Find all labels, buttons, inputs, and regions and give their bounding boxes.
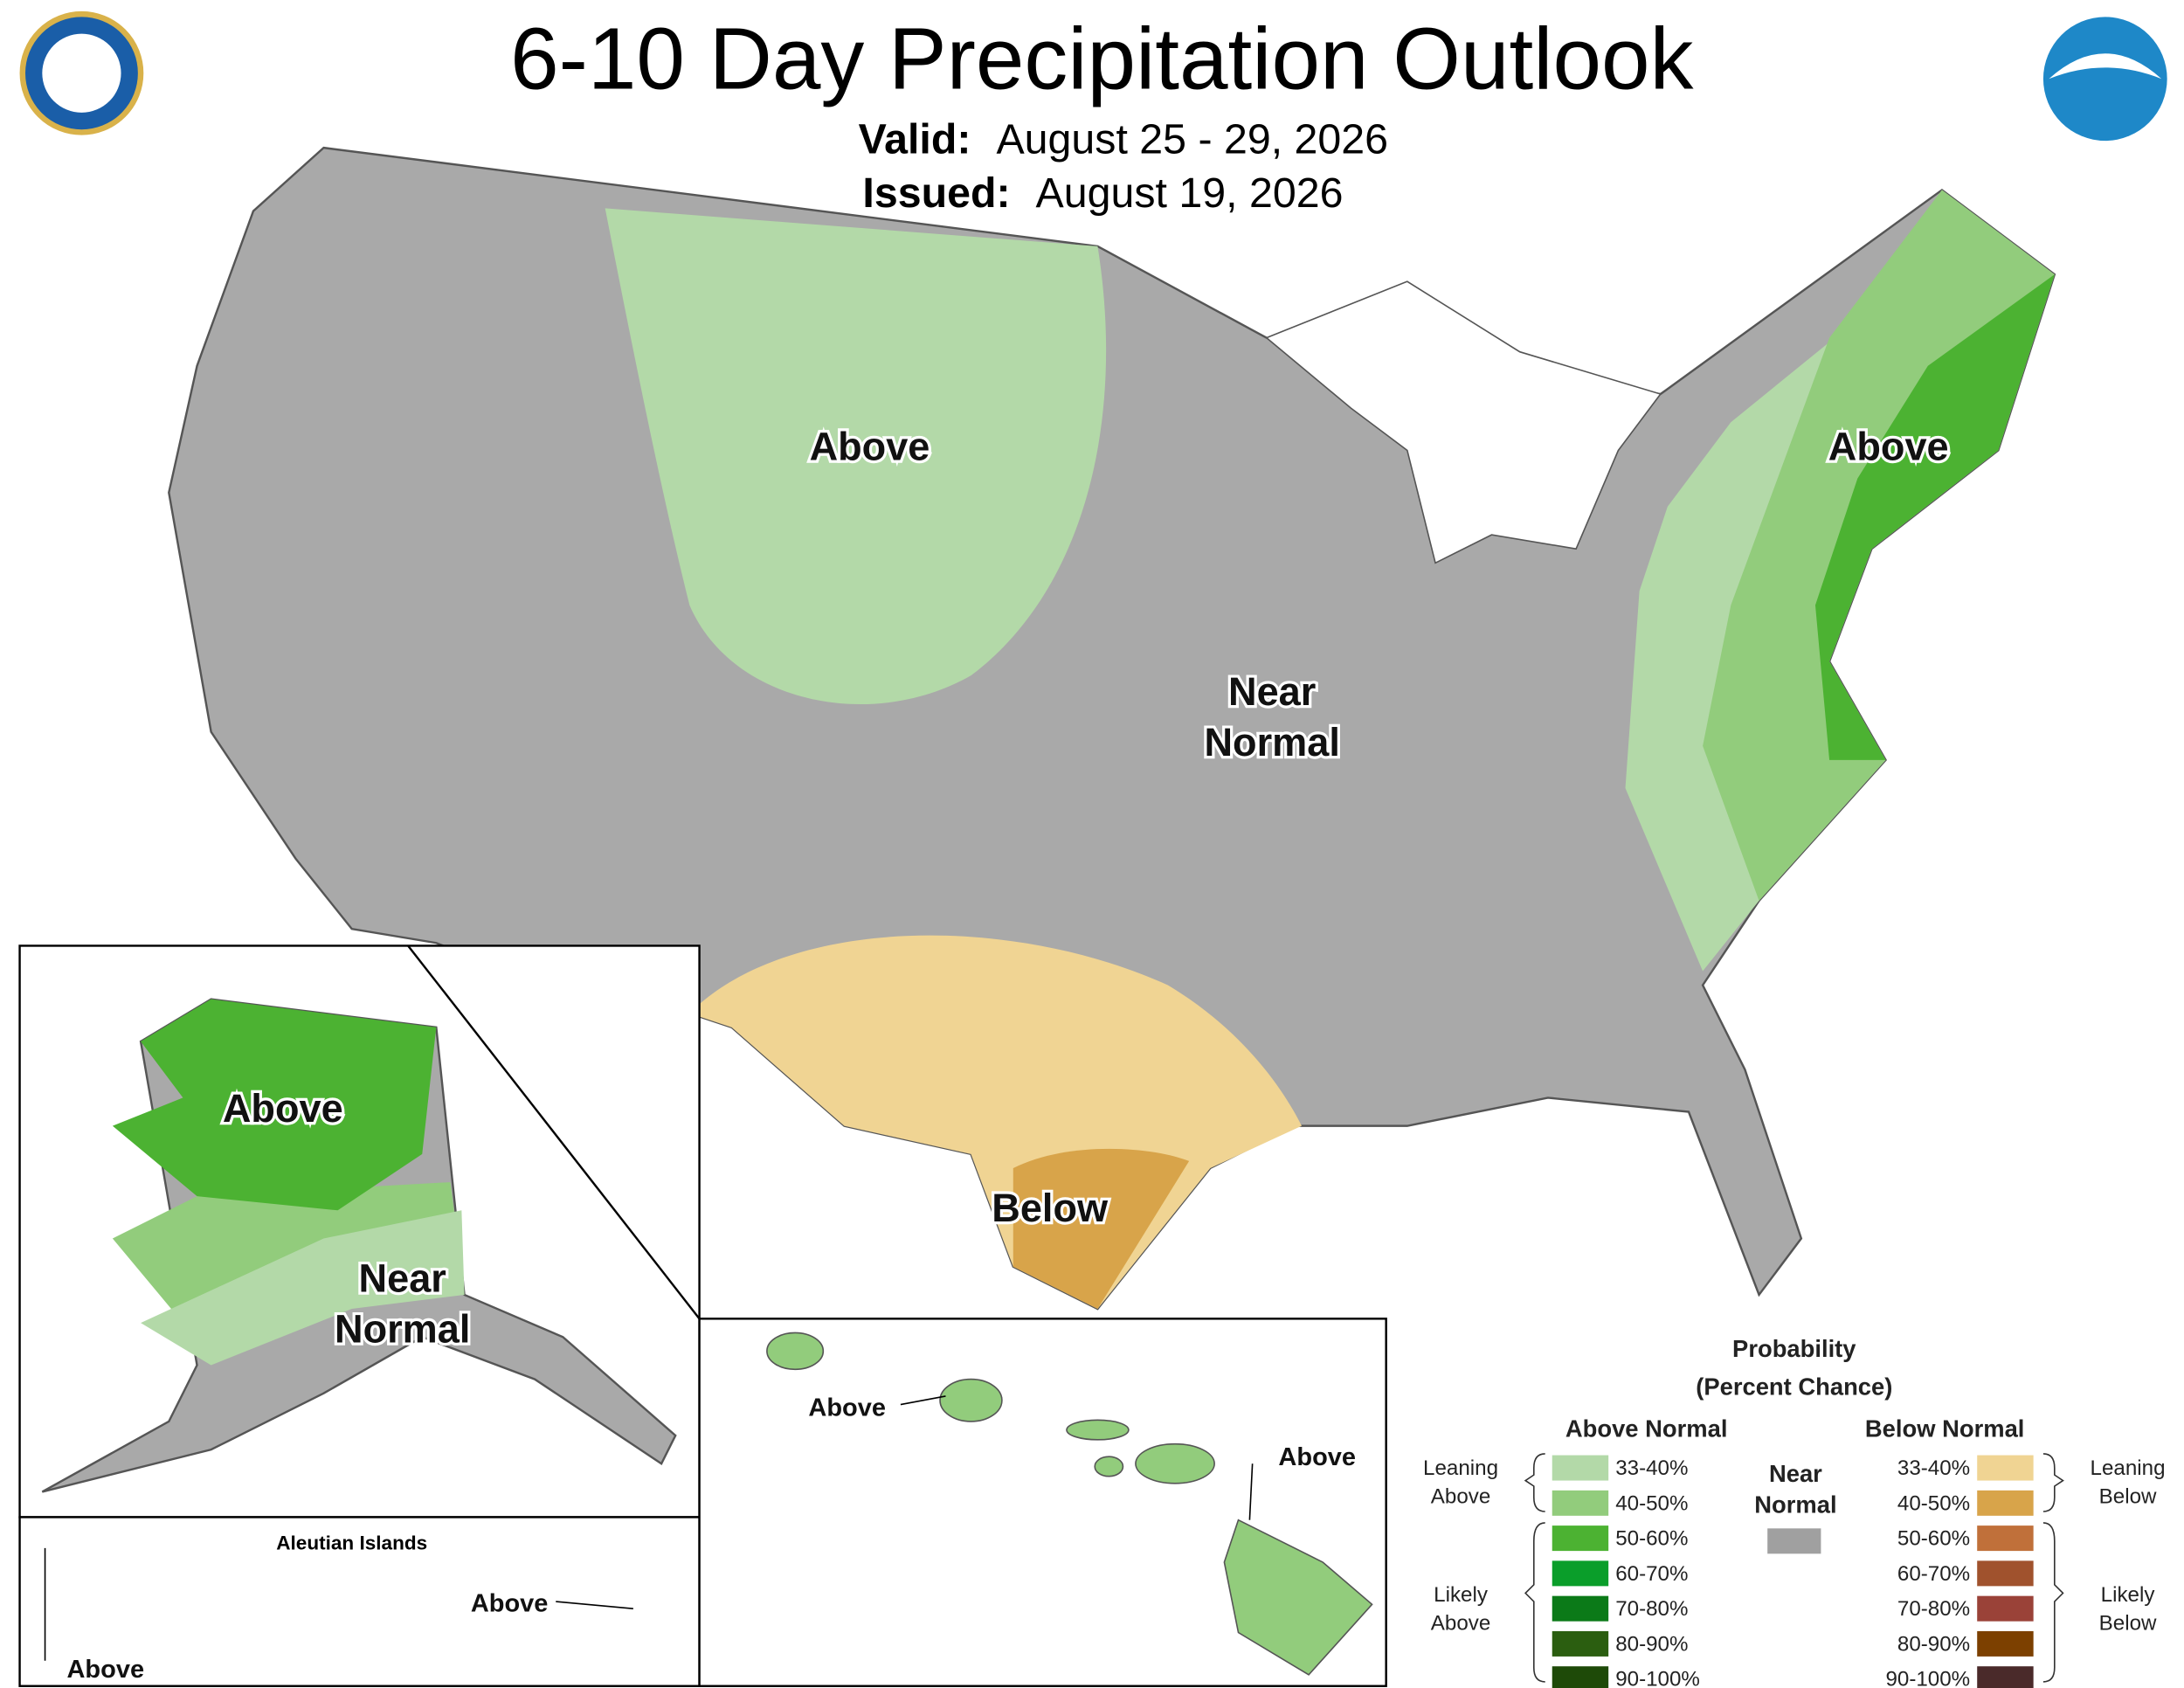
legend-swatch: [1552, 1455, 1609, 1481]
legend-group: Below: [2099, 1484, 2157, 1508]
legend-braces: [1524, 1453, 2064, 1683]
legend-swatch: [1552, 1560, 1609, 1587]
legend-range: 40-50%: [1897, 1491, 1970, 1515]
region-label: Above: [471, 1589, 549, 1617]
insets: [18, 944, 1387, 1687]
legend-group: Below: [2099, 1611, 2157, 1635]
legend-header: Above Normal: [1565, 1415, 1728, 1442]
legend-swatch: [1977, 1490, 2034, 1516]
legend-group: Leaning: [2091, 1456, 2166, 1480]
legend-range: 40-50%: [1615, 1491, 1688, 1515]
legend-swatch: [1977, 1630, 2034, 1657]
region-label: Above: [223, 1086, 343, 1131]
legend-group: Above: [1431, 1484, 1491, 1508]
region-label: Near: [1228, 669, 1316, 714]
region-label: Normal: [335, 1307, 470, 1352]
legend-swatch: [1977, 1525, 2034, 1552]
legend-near: Near: [1769, 1460, 1822, 1487]
legend-range: 80-90%: [1615, 1632, 1688, 1656]
legend-range: 70-80%: [1897, 1597, 1970, 1621]
region-label: Above: [1828, 425, 1949, 469]
legend-title: Probability: [1732, 1335, 1856, 1362]
region-label: Above: [67, 1656, 145, 1684]
legend-swatch: [1977, 1666, 2034, 1688]
logos: [19, 10, 2167, 142]
region-label: Above: [1278, 1443, 1356, 1471]
region-label: Near: [359, 1256, 446, 1301]
legend: Probability (Percent Chance) Above Norma…: [1423, 1335, 2166, 1688]
legend-swatch: [1552, 1666, 1609, 1688]
valid-label: Valid:: [859, 116, 971, 163]
legend-swatch: [1552, 1630, 1609, 1657]
legend-group: Leaning: [1423, 1456, 1498, 1480]
legend-swatch: [1552, 1595, 1609, 1622]
legend-range: 60-70%: [1897, 1562, 1970, 1586]
legend-range: 90-100%: [1885, 1668, 1970, 1688]
issued-label: Issued:: [862, 169, 1010, 217]
region-label: Above: [810, 425, 930, 469]
valid: August 25 - 29, 2026: [996, 116, 1388, 163]
region-label: Below: [992, 1186, 1109, 1230]
legend-swatch: [1977, 1595, 2034, 1622]
legend-swatch: [1767, 1528, 1821, 1554]
legend-range: 60-70%: [1615, 1562, 1688, 1586]
legend-swatch: [1552, 1525, 1609, 1552]
legend-range: 90-100%: [1615, 1668, 1700, 1688]
legend-range: 50-60%: [1897, 1527, 1970, 1551]
legend-group: Likely: [1434, 1583, 1489, 1607]
legend-header: Below Normal: [1865, 1415, 2025, 1442]
region-label: Normal: [1204, 720, 1339, 764]
legend-swatch: [1977, 1560, 2034, 1587]
legend-swatch: [1977, 1455, 2034, 1481]
legend-near: Normal: [1754, 1491, 1836, 1519]
issued: August 19, 2026: [1036, 169, 1344, 217]
legend-range: 33-40%: [1615, 1456, 1688, 1480]
legend-group: Above: [1431, 1611, 1491, 1635]
inset-title: Aleutian Islands: [276, 1532, 427, 1553]
title: 6-10 Day Precipitation Outlook: [510, 10, 1694, 107]
legend-range: 80-90%: [1897, 1632, 1970, 1656]
legend-range: 50-60%: [1615, 1527, 1688, 1551]
legend-group: Likely: [2101, 1583, 2156, 1607]
legend-range: 70-80%: [1615, 1597, 1688, 1621]
region-label: Above: [808, 1394, 886, 1422]
legend-swatch: [1552, 1490, 1609, 1516]
map-labels: Above Above Near Normal Below Above Near…: [65, 422, 1952, 1686]
legend-range: 33-40%: [1897, 1456, 1970, 1480]
legend-subtitle: (Percent Chance): [1696, 1373, 1892, 1400]
